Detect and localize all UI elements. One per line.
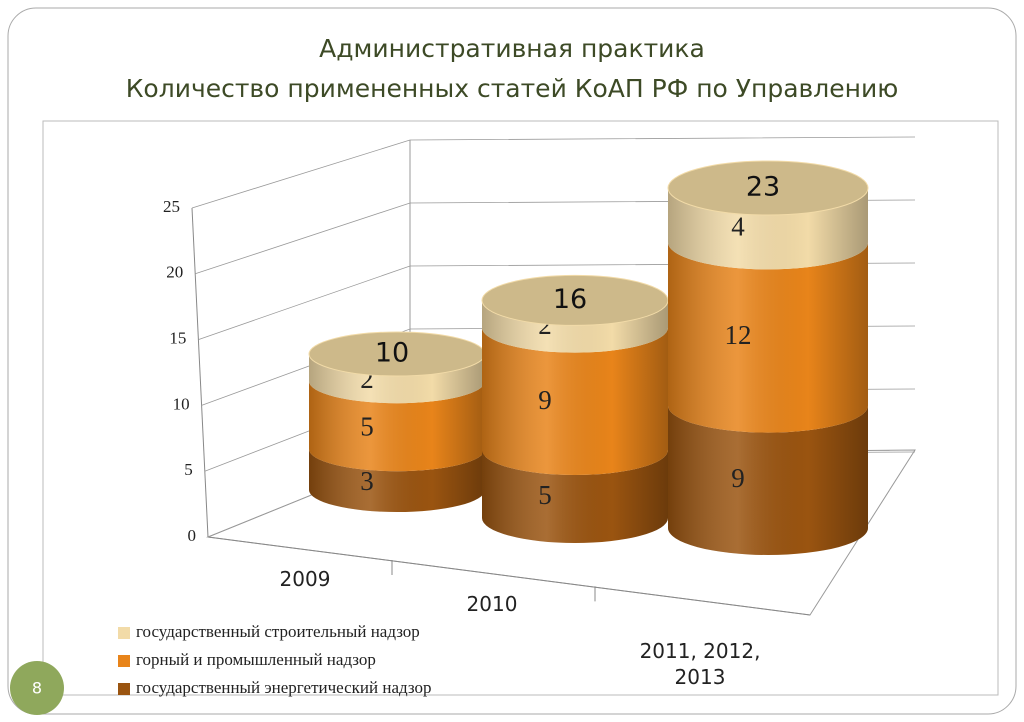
cylinder-top: [667, 160, 869, 216]
floor-front-edge: [207, 536, 811, 616]
plot: 05101520253521020095921620109124232011, …: [118, 136, 916, 697]
x-tick-label-box: 2010: [466, 592, 518, 616]
y-tick-label: 5: [184, 460, 193, 479]
chart-subtitle: Количество примененных статей КоАП РФ по…: [126, 74, 899, 103]
segment-shade: [482, 300, 668, 353]
value-label: 9: [538, 385, 552, 415]
legend-label: государственный строительный надзор: [136, 622, 420, 641]
value-label: 5: [538, 480, 552, 510]
legend-swatch: [118, 683, 130, 695]
total-label: 16: [553, 284, 587, 315]
legend-swatch: [118, 655, 130, 667]
y-tick-label: 25: [163, 197, 180, 216]
segment-shade: [309, 381, 485, 472]
y-axis: [191, 207, 209, 538]
legend-label: горный и промышленный надзор: [136, 650, 376, 669]
x-tick-label-box: 2009: [279, 567, 331, 591]
y-tick-label: 10: [173, 394, 190, 413]
segment-shade: [482, 450, 668, 543]
slide-number: 8: [32, 679, 42, 698]
value-label: 3: [360, 466, 374, 496]
y-tick-label: 15: [169, 329, 186, 348]
value-label: 5: [360, 411, 374, 441]
x-tick-label-box: 2011, 2012, 2013: [639, 639, 761, 689]
total-label: 10: [375, 338, 409, 369]
value-label: 12: [725, 320, 752, 350]
segment-shade: [482, 327, 668, 475]
segment-shade: [309, 354, 485, 404]
segment-shade: [668, 405, 868, 555]
segment-shade: [309, 449, 485, 512]
chart-title: Административная практика: [319, 34, 705, 63]
x-tick-label: 2009: [279, 567, 331, 591]
y-tick-label: 0: [188, 526, 197, 545]
slide-number-badge: [10, 661, 64, 715]
legend-label: государственный энергетический надзор: [136, 678, 431, 697]
x-tick-label: 2011, 2012, 2013: [639, 639, 761, 689]
x-tick-label: 2010: [466, 592, 518, 616]
segment-shade: [668, 188, 868, 270]
total-label: 23: [746, 172, 780, 203]
legend-swatch: [118, 627, 130, 639]
segment-shade: [668, 242, 868, 433]
y-tick-label: 20: [166, 263, 183, 282]
value-label: 9: [731, 463, 745, 493]
chart-frame: [42, 120, 999, 696]
value-label: 4: [731, 211, 745, 241]
